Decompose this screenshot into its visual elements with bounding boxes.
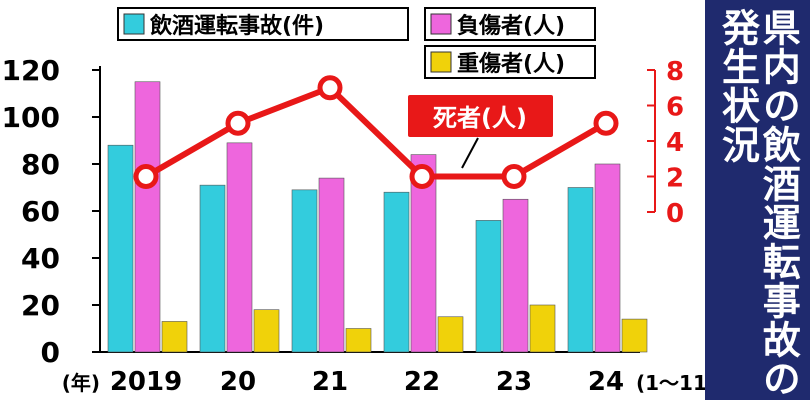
bar-1 [107,144,134,353]
death-line-path [144,84,608,180]
right-tick-label: 6 [666,93,684,123]
left-tick-label: 0 [41,336,60,369]
left-tick-label: 60 [21,195,60,228]
bar-3 [253,309,280,353]
legend-label: 飲酒運転事故(件) [149,13,324,39]
death-line-point [133,164,159,189]
bar-1 [567,187,594,353]
legend-label: 負傷者(人) [457,13,565,39]
right-tick-label: 0 [666,199,684,229]
x-tick-label: 23 [496,367,532,397]
side-title-line-2: 発生状況 [715,8,760,164]
legend-item-box [117,7,409,41]
right-tick-label: 4 [666,128,684,158]
left-tick-label: 100 [2,101,60,134]
side-title: 県内の飲酒運転事故の 発生状況 [705,0,810,400]
left-tick-label: 20 [21,289,60,322]
death-line-point [225,110,251,136]
chart-death-line: 死者(人) [133,75,619,189]
bar-2 [318,177,345,353]
left-tick-label: 120 [2,54,60,87]
legend-label: 重傷者(人) [457,51,565,77]
bar-1 [383,191,410,353]
bar-1 [475,220,502,353]
death-callout-label: 死者(人) [433,104,527,132]
x-tick-label: 2019 [110,367,182,397]
x-tick-label: 22 [404,367,440,397]
chart-legend: 飲酒運転事故(件) 負傷者(人) 重傷者(人) [117,7,596,79]
left-tick-label: 80 [21,148,60,181]
death-callout-box [408,95,553,137]
legend-swatch [430,51,452,73]
bar-2 [134,81,161,353]
bar-2 [226,142,253,353]
chart-bars [107,81,648,353]
x-unit-label: (年) [62,371,100,395]
bar-3 [529,304,556,353]
bar-1 [199,184,226,353]
death-callout-pointer [461,137,479,169]
bar-1 [291,189,318,353]
bar-2 [594,163,621,353]
last-category-note: (1〜11月) [636,371,705,395]
bar-3 [621,318,648,353]
bar-3 [345,328,372,353]
death-line-point [501,164,527,189]
legend-swatch [123,13,145,35]
x-tick-label: 20 [220,367,256,397]
left-tick-label: 40 [21,242,60,275]
right-tick-label: 2 [666,164,684,194]
bar-2 [502,198,529,353]
x-tick-label: 24 [588,367,624,397]
death-line-point [409,164,435,189]
death-line-point [317,75,343,101]
legend-swatch [430,13,452,35]
bar-3 [437,316,464,353]
legend-item-box [424,45,596,79]
x-tick-label: 21 [312,367,348,397]
bar-3 [161,321,188,353]
right-tick-label: 8 [666,57,684,87]
side-title-line-1: 県内の飲酒運転事故の [756,8,801,398]
legend-item-box [424,7,596,41]
death-line-point [593,110,619,136]
